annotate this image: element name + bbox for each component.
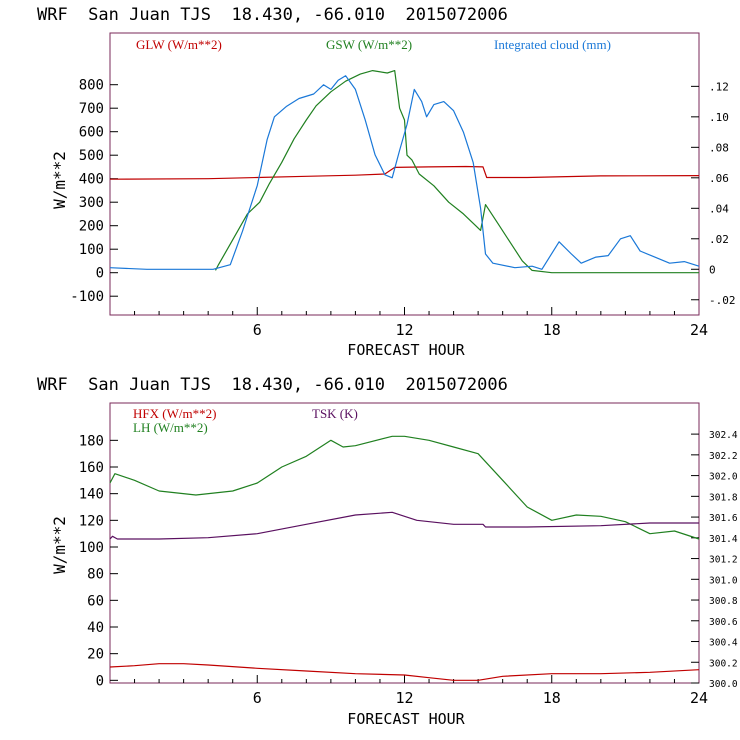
radiation-panel: WRF San Juan TJS 18.430, -66.010 2015072… <box>37 5 736 359</box>
panel1-title: WRF San Juan TJS 18.430, -66.010 2015072… <box>37 5 508 25</box>
panel2-ytick-label: 40 <box>87 620 104 636</box>
panel2-xtick-label: 24 <box>690 689 708 707</box>
panel1-xtick-label: 12 <box>395 321 413 339</box>
panel1-ytick-label: 100 <box>79 242 104 258</box>
panel1-series-1-line <box>214 70 699 274</box>
panel1-ytick-label: 800 <box>79 78 104 94</box>
panel2-xlabel: FORECAST HOUR <box>347 710 465 728</box>
panel2-y2tick-label: 300.0 <box>709 679 738 690</box>
panel1-y2tick-label: .02 <box>709 233 729 246</box>
panel2-y2tick-label: 300.8 <box>709 596 738 607</box>
panel1-y2tick-label: .12 <box>709 80 729 93</box>
panel2-y2tick-label: 302.2 <box>709 451 738 462</box>
legend-lh: LH (W/m**2) <box>133 420 208 435</box>
panel2-y2tick-label: 300.2 <box>709 658 738 669</box>
legend-glw: GLW (W/m**2) <box>136 37 222 52</box>
panel2-y2tick-label: 300.6 <box>709 617 738 628</box>
panel1-y2tick-label: .08 <box>709 141 729 154</box>
panel1-ylabel: W/m**2 <box>50 151 69 209</box>
panel2-y2tick-label: 302.0 <box>709 472 738 483</box>
panel2-xtick-label: 12 <box>395 689 413 707</box>
panel2-ytick-label: 20 <box>87 647 104 663</box>
panel2-ytick-label: 160 <box>79 460 104 476</box>
panel2-y2tick-label: 302.4 <box>709 430 738 441</box>
panel1-ytick-label: 600 <box>79 125 104 141</box>
panel2-series-0-line <box>109 663 700 681</box>
panel1-series-0-line <box>109 165 700 180</box>
panel1-y2tick-label: -.02 <box>709 294 736 307</box>
panel2-y2tick-label: 301.4 <box>709 534 738 545</box>
panel2-series-2-line <box>109 511 699 540</box>
legend-cloud: Integrated cloud (mm) <box>494 37 611 52</box>
panel2-ylabel: W/m**2 <box>50 516 69 574</box>
panel2-title: WRF San Juan TJS 18.430, -66.010 2015072… <box>37 375 508 395</box>
panel1-xlabel: FORECAST HOUR <box>347 341 465 359</box>
panel2-xtick-label: 6 <box>253 689 262 707</box>
panel1-ytick-label: 400 <box>79 172 104 188</box>
panel1-ytick-label: -100 <box>70 289 104 305</box>
panel2-y2tick-label: 301.2 <box>709 555 738 566</box>
panel2-series-1-line <box>109 435 700 540</box>
panel2-ytick-label: 140 <box>79 487 104 503</box>
legend-hfx: HFX (W/m**2) <box>133 406 216 421</box>
panel2-ytick-label: 100 <box>79 540 104 556</box>
panel1-y2tick-label: .06 <box>709 172 729 185</box>
panel2-xtick-label: 18 <box>543 689 561 707</box>
panel2-ytick-label: 0 <box>96 673 104 689</box>
surface-flux-panel: WRF San Juan TJS 18.430, -66.010 2015072… <box>37 375 738 728</box>
panel1-series-2-line <box>109 75 700 270</box>
panel2-y2tick-label: 300.4 <box>709 638 738 649</box>
panel1-xtick-label: 6 <box>253 321 262 339</box>
panel1-ytick-label: 200 <box>79 219 104 235</box>
panel2-y2tick-label: 301.6 <box>709 513 738 524</box>
panel2-ytick-label: 180 <box>79 433 104 449</box>
panel2-ytick-label: 80 <box>87 567 104 583</box>
panel2-ytick-label: 60 <box>87 593 104 609</box>
panel1-ytick-label: 700 <box>79 101 104 117</box>
panel1-y2tick-label: 0 <box>709 263 716 276</box>
panel1-y2tick-label: .04 <box>709 202 729 215</box>
panel1-ytick-label: 300 <box>79 195 104 211</box>
panel2-y2tick-label: 301.8 <box>709 492 738 503</box>
panel1-ytick-label: 0 <box>96 266 104 282</box>
legend-gsw: GSW (W/m**2) <box>326 37 412 52</box>
panel1-ytick-label: 500 <box>79 148 104 164</box>
panel1-xtick-label: 18 <box>543 321 561 339</box>
panel2-y2tick-label: 301.0 <box>709 575 738 586</box>
panel2-frame <box>109 402 700 684</box>
panel1-y2tick-label: .10 <box>709 111 729 124</box>
legend-tsk: TSK (K) <box>312 406 358 421</box>
panel1-xtick-label: 24 <box>690 321 708 339</box>
panel2-ytick-label: 120 <box>79 513 104 529</box>
